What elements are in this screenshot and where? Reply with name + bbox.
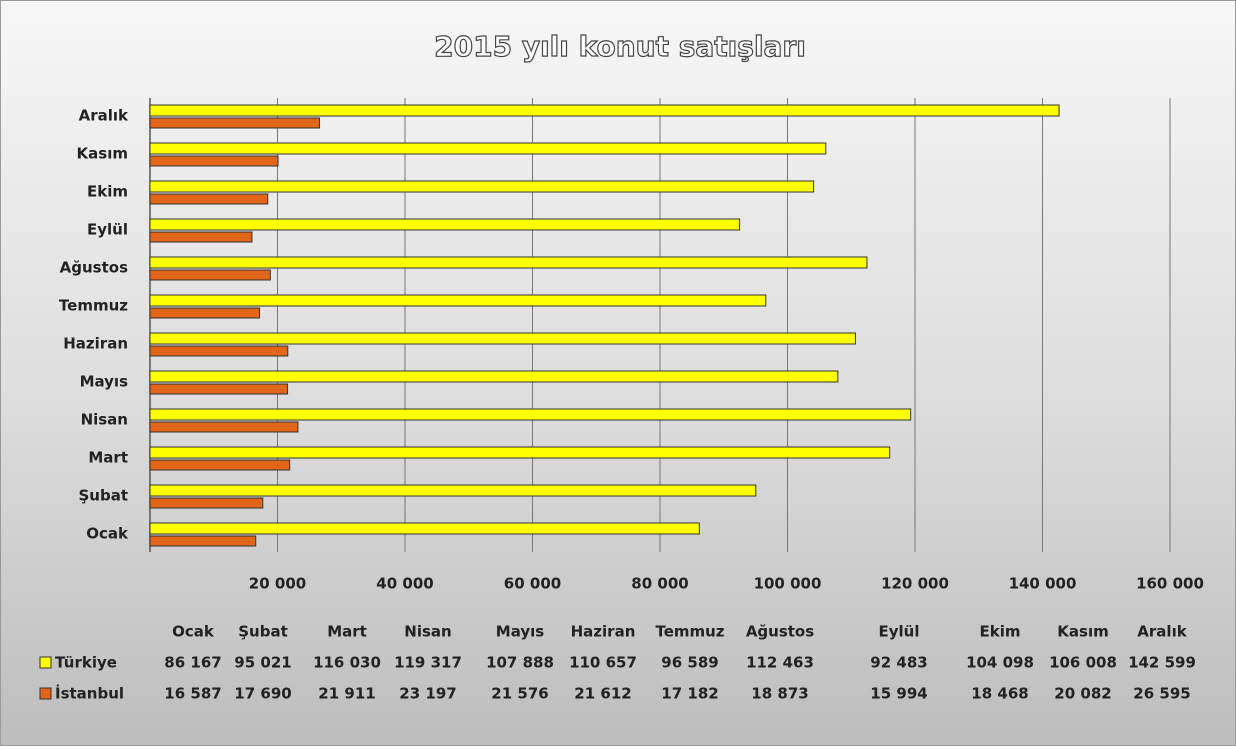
bar <box>149 307 261 319</box>
table-cell: 21 911 <box>318 685 375 703</box>
table-cell: 26 595 <box>1133 685 1190 703</box>
legend-label: Türkiye <box>55 654 117 672</box>
table-header: Haziran <box>571 623 636 641</box>
y-tick-label: Mayıs <box>80 373 129 391</box>
table-cell: 18 468 <box>971 685 1028 703</box>
bar <box>149 446 891 459</box>
table-header: Ekim <box>980 623 1021 641</box>
chart-title: 2015 yılı konut satışları <box>434 30 806 63</box>
table-cell: 17 182 <box>661 685 718 703</box>
table-cell: 16 587 <box>164 685 221 703</box>
y-tick-label: Kasım <box>77 145 128 163</box>
table-cell: 18 873 <box>751 685 808 703</box>
x-tick-label: 100 000 <box>754 575 822 593</box>
legend-label: İstanbul <box>55 684 124 703</box>
bar <box>149 459 291 471</box>
y-tick-label: Aralık <box>79 107 129 125</box>
table-cell: 15 994 <box>870 685 927 703</box>
table-header: Kasım <box>1057 623 1108 641</box>
bar <box>149 256 868 269</box>
table-cell: 142 599 <box>1128 654 1196 672</box>
table-cell: 17 690 <box>234 685 291 703</box>
bar <box>149 332 856 345</box>
table-header: Ocak <box>172 623 215 641</box>
y-tick-label: Nisan <box>81 411 128 429</box>
bar <box>149 497 264 509</box>
bar <box>149 535 257 547</box>
table-cell: 104 098 <box>966 654 1034 672</box>
table-header: Şubat <box>238 623 288 641</box>
bar <box>149 370 839 383</box>
bar <box>149 155 279 167</box>
x-tick-label: 80 000 <box>631 575 688 593</box>
table-cell: 119 317 <box>394 654 462 672</box>
table-cell: 112 463 <box>746 654 814 672</box>
table-header: Eylül <box>879 623 920 641</box>
bar <box>149 522 700 535</box>
table-cell: 110 657 <box>569 654 637 672</box>
x-tick-label: 160 000 <box>1136 575 1204 593</box>
bar <box>149 269 271 281</box>
x-tick-label: 20 000 <box>249 575 306 593</box>
table-cell: 21 612 <box>574 685 631 703</box>
table-header: Mayıs <box>496 623 545 641</box>
y-tick-label: Ağustos <box>60 259 128 277</box>
legend-key <box>39 656 52 669</box>
table-cell: 106 008 <box>1049 654 1117 672</box>
y-tick-label: Şubat <box>78 487 128 505</box>
table-header: Aralık <box>1137 623 1187 641</box>
x-tick-label: 120 000 <box>881 575 949 593</box>
table-header: Ağustos <box>746 623 814 641</box>
table-cell: 92 483 <box>870 654 927 672</box>
x-tick-label: 140 000 <box>1009 575 1077 593</box>
bar <box>149 408 912 421</box>
bar <box>149 142 827 155</box>
bar <box>149 180 815 193</box>
table-cell: 20 082 <box>1054 685 1111 703</box>
table-cell: 21 576 <box>491 685 548 703</box>
table-cell: 23 197 <box>399 685 456 703</box>
bar <box>149 218 741 231</box>
table-cell: 107 888 <box>486 654 554 672</box>
bar <box>149 193 269 205</box>
x-tick-label: 60 000 <box>504 575 561 593</box>
y-tick-label: Temmuz <box>59 297 128 315</box>
table-header: Nisan <box>404 623 451 641</box>
y-tick-label: Mart <box>88 449 128 467</box>
bar <box>149 383 289 395</box>
y-tick-label: Eylül <box>87 221 128 239</box>
y-tick-label: Haziran <box>63 335 128 353</box>
table-header: Mart <box>327 623 367 641</box>
table-header: Temmuz <box>655 623 724 641</box>
legend-key <box>39 687 52 700</box>
table-cell: 86 167 <box>164 654 221 672</box>
bar <box>149 104 1060 117</box>
bar <box>149 345 289 357</box>
bar <box>149 231 253 243</box>
bar <box>149 117 321 129</box>
table-cell: 95 021 <box>234 654 291 672</box>
table-cell: 96 589 <box>661 654 718 672</box>
bar <box>149 484 757 497</box>
table-cell: 116 030 <box>313 654 381 672</box>
bar <box>149 421 299 433</box>
y-tick-label: Ocak <box>86 525 129 543</box>
y-tick-label: Ekim <box>87 183 128 201</box>
x-tick-label: 40 000 <box>376 575 433 593</box>
bar <box>149 294 767 307</box>
